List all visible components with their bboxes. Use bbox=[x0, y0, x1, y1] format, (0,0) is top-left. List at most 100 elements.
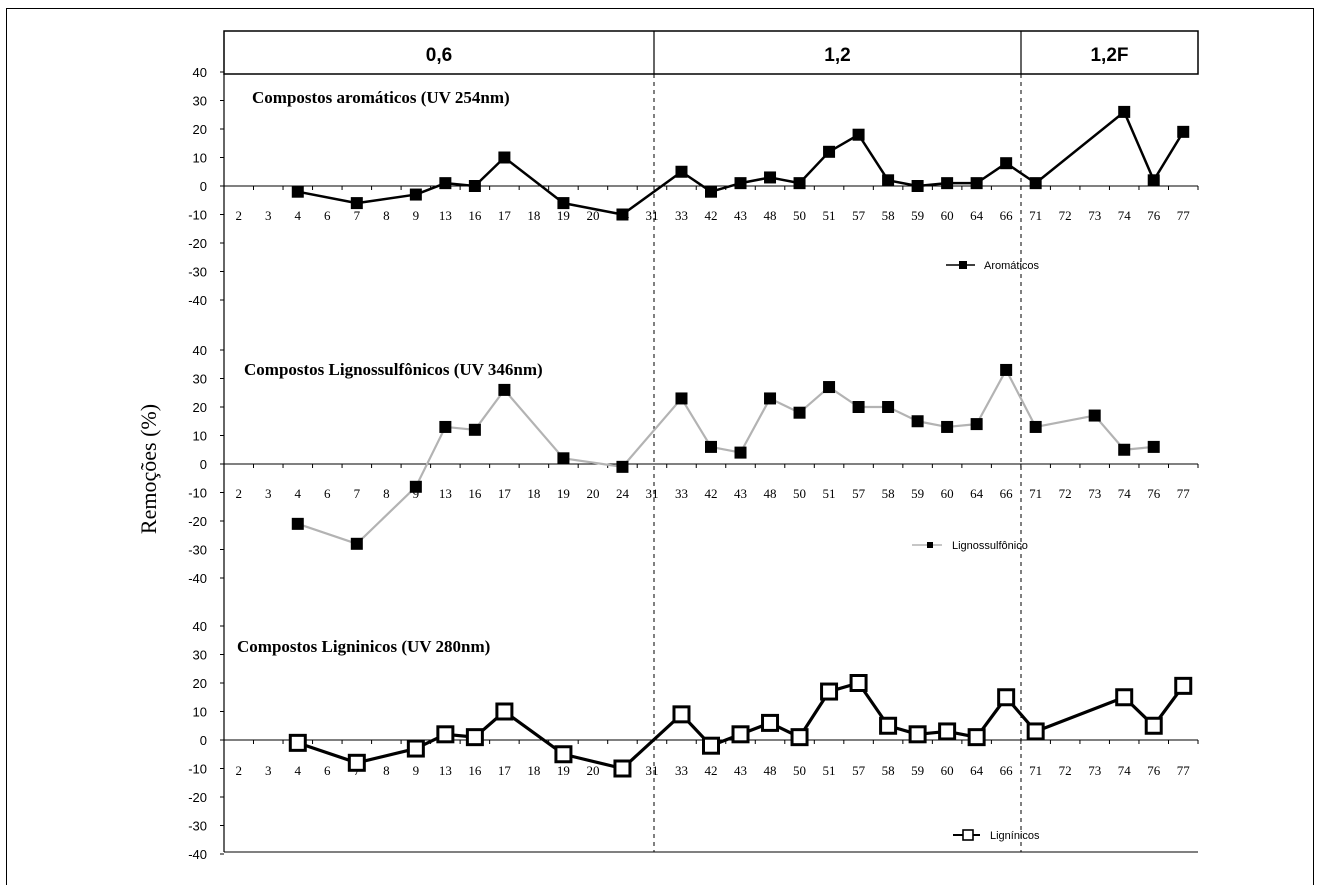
data-point bbox=[406, 739, 425, 758]
y-tick-label: -10 bbox=[188, 208, 207, 223]
data-point bbox=[1147, 440, 1160, 453]
y-tick-label: 40 bbox=[193, 65, 207, 80]
x-tick-label: 74 bbox=[1118, 486, 1132, 501]
x-tick-label: 71 bbox=[1029, 763, 1042, 778]
x-tick-label: 42 bbox=[705, 763, 718, 778]
x-tick-label: 8 bbox=[383, 763, 390, 778]
x-tick-label: 43 bbox=[734, 486, 747, 501]
data-point bbox=[882, 401, 895, 413]
data-point bbox=[967, 728, 986, 747]
x-tick-label: 24 bbox=[616, 486, 630, 501]
x-tick-label: 51 bbox=[823, 208, 836, 223]
data-point bbox=[495, 702, 514, 721]
legend-label: Lignossulfônico bbox=[952, 540, 1028, 552]
y-tick-label: -30 bbox=[188, 543, 207, 558]
data-point bbox=[291, 517, 304, 530]
x-tick-label: 19 bbox=[557, 208, 570, 223]
x-tick-label: 59 bbox=[911, 763, 924, 778]
data-point bbox=[908, 725, 927, 744]
x-tick-label: 42 bbox=[705, 208, 718, 223]
x-tick-label: 76 bbox=[1147, 486, 1161, 501]
data-point bbox=[1115, 688, 1134, 707]
x-tick-label: 58 bbox=[882, 763, 895, 778]
data-point bbox=[347, 753, 366, 772]
y-tick-label: 30 bbox=[193, 94, 207, 109]
data-point bbox=[1029, 420, 1042, 433]
data-point bbox=[468, 180, 481, 192]
data-point bbox=[849, 674, 868, 692]
data-point bbox=[911, 180, 924, 192]
data-point bbox=[764, 392, 777, 405]
x-tick-label: 50 bbox=[793, 208, 806, 223]
x-tick-label: 60 bbox=[941, 208, 954, 223]
y-tick-label: -30 bbox=[188, 265, 207, 280]
x-tick-label: 4 bbox=[295, 208, 302, 223]
x-tick-label: 71 bbox=[1029, 486, 1042, 501]
data-point bbox=[761, 713, 780, 732]
y-axis-label: Remoções (%) bbox=[136, 404, 161, 534]
x-tick-label: 13 bbox=[439, 486, 452, 501]
x-tick-label: 64 bbox=[970, 763, 984, 778]
x-tick-label: 16 bbox=[468, 763, 482, 778]
figure-frame bbox=[6, 8, 1314, 885]
y-tick-label: 40 bbox=[193, 619, 207, 634]
x-tick-label: 72 bbox=[1059, 486, 1072, 501]
x-tick-label: 66 bbox=[1000, 763, 1014, 778]
panel-title: Compostos Lignossulfônicos (UV 346nm) bbox=[244, 360, 543, 379]
x-tick-label: 18 bbox=[527, 208, 540, 223]
x-tick-label: 76 bbox=[1147, 763, 1161, 778]
phase-header: 0,6 1,2 1,2F bbox=[223, 30, 1199, 75]
x-tick-label: 48 bbox=[764, 763, 777, 778]
y-tick-label: -10 bbox=[188, 486, 207, 501]
x-tick-label: 57 bbox=[852, 763, 866, 778]
x-tick-label: 3 bbox=[265, 763, 272, 778]
data-point bbox=[616, 208, 629, 221]
x-tick-label: 73 bbox=[1088, 486, 1101, 501]
x-tick-label: 71 bbox=[1029, 208, 1042, 223]
x-tick-label: 58 bbox=[882, 486, 895, 501]
data-point bbox=[941, 420, 954, 433]
data-point bbox=[823, 145, 836, 158]
data-point bbox=[938, 722, 957, 741]
data-point bbox=[554, 745, 573, 764]
y-tick-label: -40 bbox=[188, 571, 207, 586]
x-tick-label: 2 bbox=[236, 763, 243, 778]
data-point bbox=[852, 401, 865, 413]
x-tick-label: 74 bbox=[1118, 763, 1132, 778]
series-line bbox=[297, 110, 1185, 216]
data-point bbox=[1088, 409, 1101, 422]
panel-title: Compostos aromáticos (UV 254nm) bbox=[252, 88, 510, 107]
x-tick-label: 42 bbox=[705, 486, 718, 501]
x-tick-label: 60 bbox=[941, 763, 954, 778]
data-point bbox=[793, 406, 806, 419]
x-tick-label: 18 bbox=[527, 763, 540, 778]
x-tick-label: 64 bbox=[970, 486, 984, 501]
x-tick-label: 51 bbox=[823, 763, 836, 778]
x-tick-label: 33 bbox=[675, 208, 688, 223]
y-tick-label: 30 bbox=[193, 648, 207, 663]
x-tick-label: 9 bbox=[413, 486, 420, 501]
x-tick-label: 72 bbox=[1059, 208, 1072, 223]
x-tick-label: 57 bbox=[852, 208, 866, 223]
y-tick-label: 10 bbox=[193, 151, 207, 166]
legend-marker bbox=[962, 829, 974, 841]
x-tick-label: 31 bbox=[645, 763, 658, 778]
phase-header-box bbox=[223, 30, 1199, 75]
data-point bbox=[498, 383, 511, 396]
data-point bbox=[557, 452, 570, 465]
data-point bbox=[734, 177, 747, 190]
data-point bbox=[675, 392, 688, 405]
x-tick-label: 58 bbox=[882, 208, 895, 223]
data-point bbox=[1118, 105, 1131, 118]
data-point bbox=[557, 197, 570, 210]
data-point bbox=[1144, 716, 1163, 735]
x-tick-label: 50 bbox=[793, 763, 806, 778]
data-point bbox=[793, 177, 806, 190]
y-tick-label: 30 bbox=[193, 372, 207, 387]
x-tick-label: 2 bbox=[236, 208, 243, 223]
panel-title: Compostos Ligninicos (UV 280nm) bbox=[237, 637, 490, 656]
x-tick-label: 31 bbox=[645, 208, 658, 223]
x-tick-label: 48 bbox=[764, 208, 777, 223]
x-tick-label: 74 bbox=[1118, 208, 1132, 223]
